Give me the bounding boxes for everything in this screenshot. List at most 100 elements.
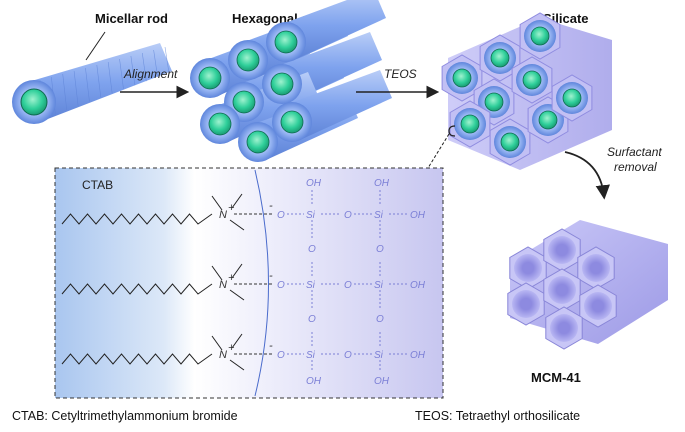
silicon-atom: Si	[374, 210, 384, 221]
rod-bead-line	[107, 61, 113, 94]
hydroxyl-group: OH	[410, 280, 426, 291]
zoom-connector	[427, 133, 450, 169]
nitrogen-atom: N	[219, 349, 227, 361]
micellar-rod-label: Micellar rod	[95, 11, 168, 26]
teos-label: TEOS	[384, 67, 417, 81]
oxygen-atom: O	[344, 280, 352, 291]
hydroxyl-group: OH	[374, 376, 390, 387]
mcm41-pore	[548, 276, 576, 304]
oxygen-atom: O	[308, 314, 316, 325]
hydroxyl-group: OH	[410, 210, 426, 221]
methyl-bond	[211, 265, 223, 281]
rod-bead-line	[62, 73, 68, 110]
positive-charge: +	[228, 202, 235, 214]
methyl-bond	[231, 193, 243, 209]
rod-bead-line	[141, 52, 147, 82]
hydroxyl-group: OH	[306, 376, 322, 387]
rod-bead-line	[73, 70, 79, 106]
alkyl-chain	[61, 283, 213, 295]
silica-rod-core	[460, 114, 480, 134]
surfactant-removal-label-2: removal	[614, 160, 657, 174]
silica-rod-core	[538, 110, 558, 130]
rod-bead-line	[153, 49, 158, 78]
array-rod-core	[198, 66, 222, 90]
silica-rod-core	[500, 132, 520, 152]
methyl-bond	[231, 263, 243, 279]
micellar-rod	[12, 43, 172, 124]
silica-interface-curve	[254, 169, 269, 397]
silicon-atom: Si	[374, 350, 384, 361]
mcm41-label: MCM-41	[531, 370, 581, 385]
silicon-atom: Si	[306, 350, 316, 361]
positive-charge: +	[228, 342, 235, 354]
methyl-bond	[231, 333, 243, 349]
array-rod-core	[208, 112, 232, 136]
ctab-silica-rows: N+ -O Si O Si OHN+ -O Si O Si OHN+ -O Si O Si OHOHOOOHO…	[61, 178, 426, 387]
zoom-bracket	[448, 125, 456, 137]
micellar-rod-pointer	[85, 31, 106, 61]
alignment-label: Alignment	[123, 67, 178, 81]
silica-rod-core	[522, 70, 542, 90]
negative-charge: -	[269, 270, 273, 282]
array-rod-core	[280, 110, 304, 134]
hydroxyl-group: OH	[306, 178, 322, 189]
rod-bead-line	[85, 67, 90, 102]
mcm41-structure	[507, 220, 668, 350]
mcm41-pore	[550, 314, 578, 342]
array-rod-core	[236, 48, 260, 72]
rod-bead-line	[96, 64, 102, 98]
surfactant-removal-arrow	[564, 151, 610, 200]
mcm41-pore	[512, 290, 540, 318]
oxygen-atom: O	[344, 350, 352, 361]
surfactant-removal-label-1: Surfactant	[607, 145, 662, 159]
array-rod-core	[232, 90, 256, 114]
oxygen-atom: O	[308, 244, 316, 255]
oxygen-atom: O	[277, 350, 285, 361]
methyl-bond	[211, 195, 223, 211]
mcm41-pore	[584, 292, 612, 320]
array-rod-body	[288, 70, 392, 140]
silica-rod-core	[484, 92, 504, 112]
methyl-bond	[229, 359, 245, 371]
alkyl-chain	[61, 213, 213, 225]
hydroxyl-group: OH	[374, 178, 390, 189]
silicate-structure	[441, 12, 612, 170]
nitrogen-atom: N	[219, 209, 227, 221]
alkyl-chain	[61, 353, 213, 365]
oxygen-atom: O	[376, 244, 384, 255]
rod-bead-line	[119, 58, 124, 90]
silica-rod-core	[530, 26, 550, 46]
silicon-atom: Si	[306, 210, 316, 221]
array-rod-core	[246, 130, 270, 154]
teos-definition: TEOS: Tetraethyl orthosilicate	[415, 409, 580, 423]
rod-bead-line	[164, 46, 170, 74]
methyl-bond	[229, 219, 245, 231]
mcm41-pore	[514, 254, 542, 282]
rod-bead-line	[130, 55, 136, 86]
negative-charge: -	[269, 340, 273, 352]
array-rod-core	[270, 72, 294, 96]
silicon-atom: Si	[306, 280, 316, 291]
mcm41-pore	[548, 236, 576, 264]
mcm41-pore	[582, 254, 610, 282]
hexagonal-array	[190, 0, 392, 162]
silicon-atom: Si	[374, 280, 384, 291]
positive-charge: +	[228, 272, 235, 284]
silica-rod-core	[452, 68, 472, 88]
silica-rod-core	[490, 48, 510, 68]
chemistry-panel	[54, 167, 444, 399]
silica-rod-core	[562, 88, 582, 108]
ctab-definition: CTAB: Cetyltrimethylammonium bromide	[12, 409, 238, 423]
oxygen-atom: O	[277, 280, 285, 291]
methyl-bond	[229, 289, 245, 301]
array-rod-body	[282, 0, 386, 60]
oxygen-atom: O	[277, 210, 285, 221]
oxygen-atom: O	[376, 314, 384, 325]
oxygen-atom: O	[344, 210, 352, 221]
hydroxyl-group: OH	[410, 350, 426, 361]
nitrogen-atom: N	[219, 279, 227, 291]
methyl-bond	[211, 335, 223, 351]
ctab-panel-label: CTAB	[82, 178, 113, 192]
negative-charge: -	[269, 200, 273, 212]
